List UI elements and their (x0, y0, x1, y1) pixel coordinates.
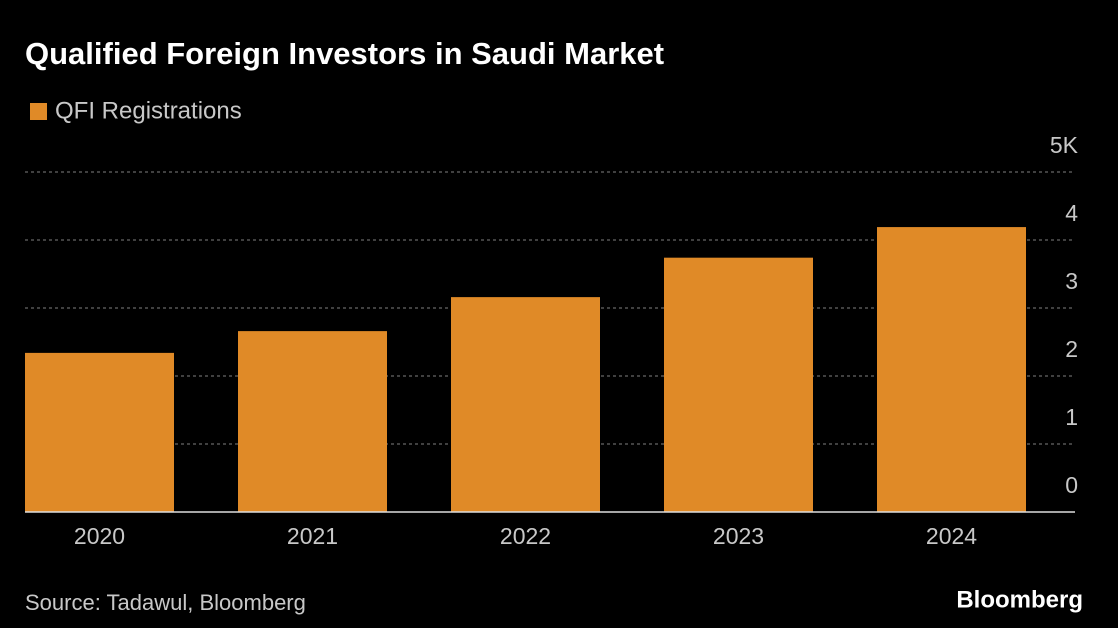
legend-label: QFI Registrations (55, 97, 242, 124)
bar (238, 331, 387, 512)
brand: Bloomberg (956, 586, 1083, 613)
x-tick-label: 2022 (500, 523, 551, 549)
source-note: Source: Tadawul, Bloomberg (25, 590, 306, 615)
x-tick-label: 2023 (713, 523, 764, 549)
x-tick-label: 2021 (287, 523, 338, 549)
bar (451, 297, 600, 512)
legend-swatch (30, 103, 47, 120)
chart-title: Qualified Foreign Investors in Saudi Mar… (25, 36, 664, 71)
y-tick-label: 3 (1065, 268, 1078, 294)
y-tick-label: 5K (1050, 132, 1079, 158)
x-tick-label: 2020 (74, 523, 125, 549)
bar (25, 352, 174, 512)
bar (664, 257, 813, 512)
bar (877, 227, 1026, 512)
x-tick-label: 2024 (926, 523, 977, 549)
y-tick-label: 4 (1065, 200, 1078, 226)
y-tick-label: 1 (1065, 404, 1078, 430)
y-tick-label: 2 (1065, 336, 1078, 362)
y-tick-label: 0 (1065, 472, 1078, 498)
